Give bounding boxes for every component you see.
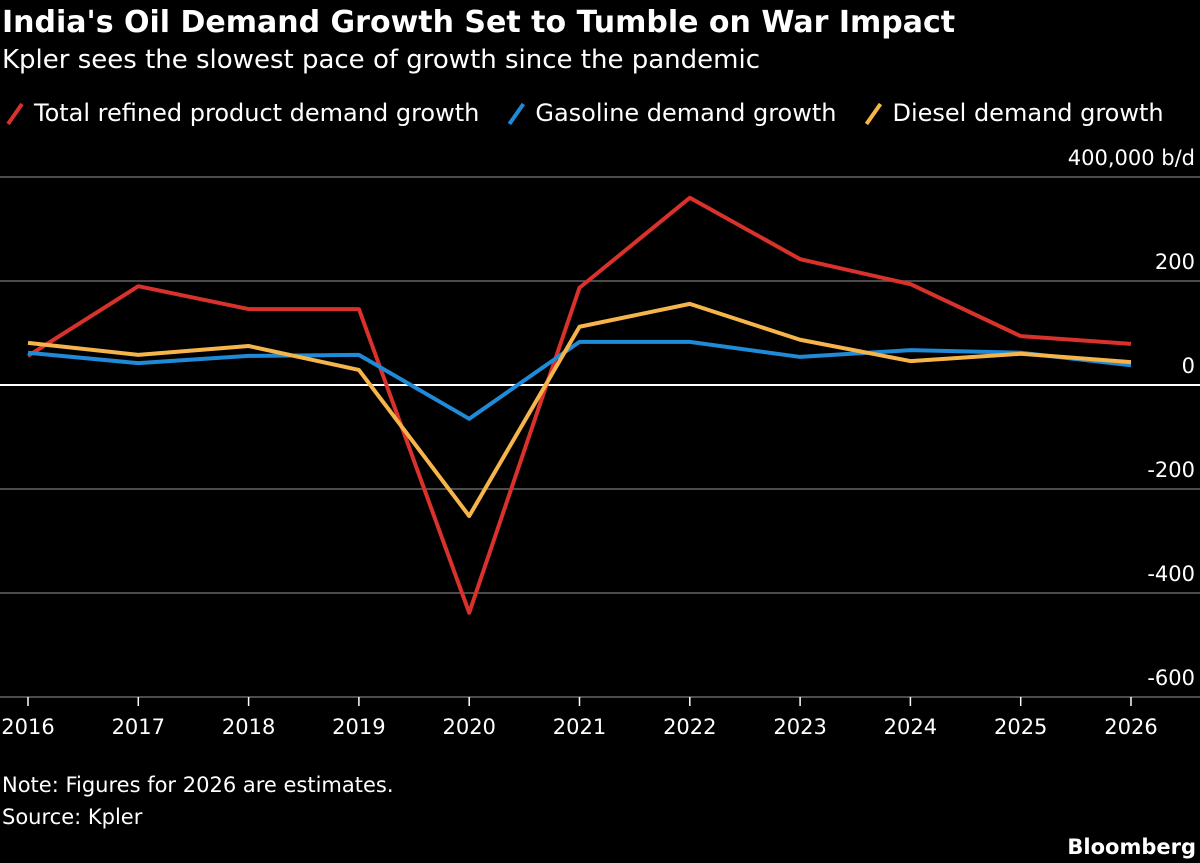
series-line: [27, 339, 1132, 421]
y-tick-label: -600: [1147, 666, 1195, 690]
brand: Bloomberg: [1067, 835, 1196, 859]
note: Note: Figures for 2026 are estimates.: [2, 773, 394, 797]
legend-swatch: [864, 102, 883, 126]
chart-subtitle: Kpler sees the slowest pace of growth si…: [2, 45, 760, 75]
x-tick-label: 2017: [112, 715, 165, 739]
x-tick-label: 2016: [1, 715, 54, 739]
y-tick-label: -400: [1147, 562, 1195, 586]
x-tick-label: 2018: [222, 715, 275, 739]
x-tick-label: 2019: [332, 715, 385, 739]
y-tick-label: 200: [1155, 250, 1195, 274]
x-tick-label: 2023: [773, 715, 826, 739]
legend-swatch: [507, 102, 525, 126]
x-tick-label: 2020: [442, 715, 495, 739]
legend-label: Total refined product demand growth: [33, 99, 479, 127]
y-tick-label: 400,000 b/d: [1068, 146, 1195, 170]
chart-title: India's Oil Demand Growth Set to Tumble …: [2, 5, 955, 40]
legend-label: Diesel demand growth: [892, 99, 1163, 127]
y-tick-label: -200: [1147, 458, 1195, 482]
x-tick-label: 2025: [994, 715, 1047, 739]
source: Source: Kpler: [2, 805, 143, 829]
series-line: [27, 301, 1132, 519]
x-tick-label: 2022: [663, 715, 716, 739]
x-tick-label: 2021: [553, 715, 606, 739]
y-tick-label: 0: [1182, 354, 1195, 378]
series-line: [26, 195, 1132, 615]
x-tick-label: 2024: [884, 715, 937, 739]
x-tick-label: 2026: [1104, 715, 1157, 739]
legend-label: Gasoline demand growth: [535, 99, 836, 127]
legend-swatch: [6, 102, 24, 126]
